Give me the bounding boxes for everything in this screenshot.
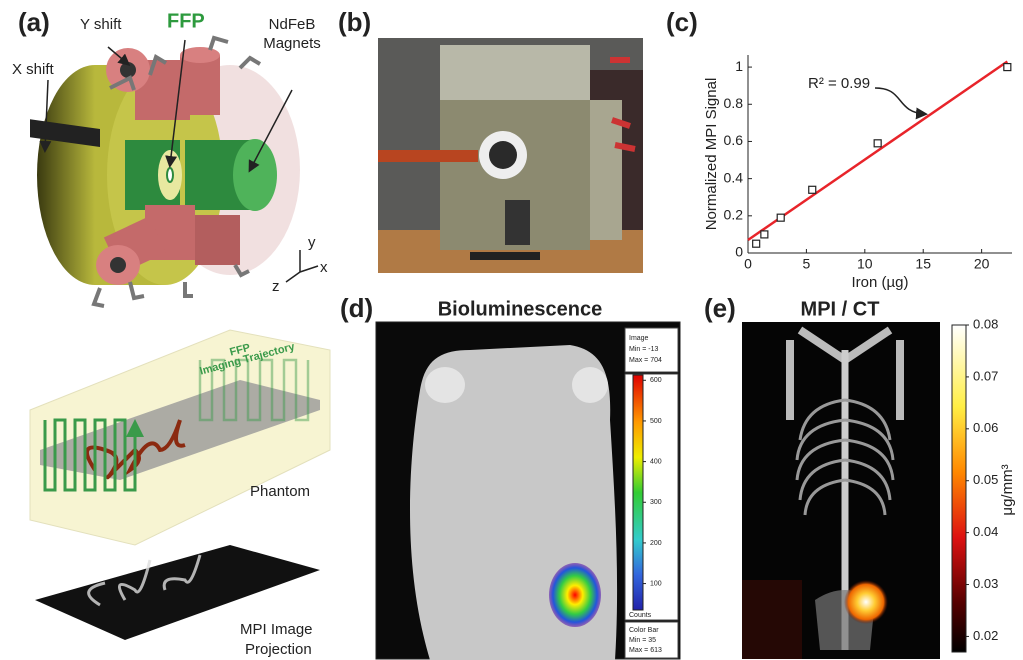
panel-label: (a) [18, 7, 50, 37]
rail [470, 252, 540, 260]
signal-blob [844, 580, 888, 624]
x-tick-label: 10 [857, 256, 873, 272]
annotation: R² = 0.99 [808, 75, 870, 92]
box-top [440, 45, 590, 105]
background-signal [742, 580, 802, 659]
box-text: Color Bar [629, 627, 659, 634]
colorbar-tick-label: 200 [650, 540, 662, 547]
colorbar [952, 325, 966, 652]
panel-label: (e) [704, 293, 736, 323]
photo [378, 38, 643, 273]
green-cylinder [233, 139, 277, 211]
data-point [777, 214, 784, 221]
cylinder [180, 47, 220, 63]
y-tick-label: 0.2 [724, 207, 744, 223]
colorbar [633, 375, 643, 610]
rod [378, 150, 478, 162]
x-tick-label: 5 [803, 256, 811, 272]
figure: (a) (b) (c) (d) (e) Y shift FFP NdFeB Ma… [0, 0, 1023, 660]
y-tick-label: 0.4 [724, 169, 744, 185]
data-point [753, 240, 760, 247]
y-tick-label: 0.6 [724, 132, 744, 148]
axis-letter: y [308, 234, 316, 251]
colorbar-tick-label: 600 [650, 377, 662, 384]
bore [120, 62, 136, 78]
annotation: Magnets [263, 35, 321, 52]
box-text: Image [629, 335, 649, 342]
colorbar-tick-label: 400 [650, 458, 662, 465]
annotation: Phantom [250, 483, 310, 500]
colorbar-tick-label: 500 [650, 418, 662, 425]
panel-label: (b) [338, 7, 371, 37]
annotation: FFP [167, 10, 205, 32]
box-text: Max = 704 [629, 357, 662, 364]
box-text: Min = -13 [629, 346, 658, 353]
axes-icon [286, 250, 318, 282]
annotation: Projection [245, 641, 312, 658]
panel-label: (d) [340, 293, 373, 323]
colorbar-tick-label: 0.05 [973, 472, 998, 487]
annotation: X shift [12, 61, 55, 78]
colorbar-tick-label: 0.03 [973, 576, 998, 591]
y-tick-label: 0.8 [724, 95, 744, 111]
mpict-image [742, 322, 940, 659]
cylinder [195, 215, 240, 265]
panel-label: (c) [666, 7, 698, 37]
colorbar-tick-label: 0.02 [973, 628, 998, 643]
annotation: MPI Image [240, 621, 313, 638]
data-point [809, 186, 816, 193]
box-text: Max = 613 [629, 647, 662, 654]
axis-letter: x [320, 259, 328, 276]
opening [505, 200, 530, 245]
x-tick-label: 15 [915, 256, 931, 272]
bore [489, 141, 517, 169]
annotation: Y shift [80, 16, 122, 33]
paw [572, 367, 608, 403]
paw [425, 367, 465, 403]
y-tick-label: 0 [735, 244, 743, 260]
colorbar-tick-label: 0.06 [973, 420, 998, 435]
data-point [874, 140, 881, 147]
colorbar-tick-label: 300 [650, 499, 662, 506]
x-axis-label: Iron (µg) [852, 274, 909, 291]
y-tick-label: 1 [735, 58, 743, 74]
data-point [1004, 64, 1011, 71]
colorbar-tick-label: 0.08 [973, 316, 998, 331]
colorbar-label: μg/mm³ [999, 464, 1016, 515]
colorbar-tick-label: 100 [650, 580, 662, 587]
bore [110, 257, 126, 273]
ffp-point [167, 168, 173, 182]
annotation-arrow [875, 88, 925, 114]
panel-title: MPI / CT [801, 298, 880, 320]
cylinder [180, 55, 220, 115]
y-axis-label: Normalized MPI Signal [703, 78, 720, 231]
panel-title: Bioluminescence [438, 298, 603, 320]
colorbar-units: Counts [629, 612, 652, 619]
box-text: Min = 35 [629, 637, 656, 644]
x-tick-label: 0 [744, 256, 752, 272]
x-tick-label: 20 [974, 256, 990, 272]
colorbar-tick-label: 0.07 [973, 368, 998, 383]
magnet-render [30, 38, 318, 306]
axis-letter: z [272, 278, 280, 295]
signal-blob [549, 563, 601, 627]
annotation: NdFeB [269, 16, 316, 33]
data-point [761, 231, 768, 238]
colorbar-tick-label: 0.04 [973, 524, 998, 539]
